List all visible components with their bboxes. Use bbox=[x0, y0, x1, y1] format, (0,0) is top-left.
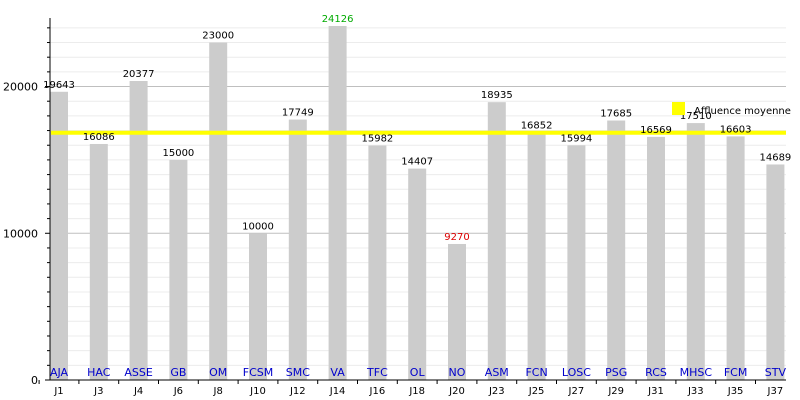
value-label: 17685 bbox=[600, 109, 632, 120]
round-label: J33 bbox=[687, 386, 704, 397]
round-label: J31 bbox=[647, 386, 664, 397]
round-label: J4 bbox=[133, 386, 143, 397]
bar-j18 bbox=[408, 168, 427, 380]
round-label: J3 bbox=[93, 386, 103, 397]
team-label: SMC bbox=[286, 366, 310, 379]
value-label: 10000 bbox=[242, 221, 274, 232]
bar-j37 bbox=[766, 164, 785, 380]
bar-j31 bbox=[647, 136, 665, 380]
bar-j1 bbox=[50, 91, 68, 381]
round-label: J27 bbox=[568, 386, 585, 397]
bar-j27 bbox=[567, 145, 586, 380]
team-label: FCM bbox=[724, 366, 748, 379]
team-label: STV bbox=[765, 366, 787, 379]
team-label: TFC bbox=[366, 366, 388, 379]
value-label: 15994 bbox=[560, 133, 592, 144]
bar-j6 bbox=[169, 159, 188, 380]
value-label: 17749 bbox=[282, 108, 314, 119]
round-label: J18 bbox=[408, 386, 425, 397]
value-label: 9270 bbox=[444, 232, 469, 243]
value-label: 16852 bbox=[521, 121, 553, 132]
round-label: J1 bbox=[53, 386, 63, 397]
team-label: OL bbox=[410, 366, 426, 379]
value-label: 17510 bbox=[680, 111, 712, 122]
legend-swatch bbox=[672, 102, 685, 115]
round-label: J29 bbox=[607, 386, 624, 397]
team-label: PSG bbox=[605, 366, 627, 379]
bar-j16 bbox=[368, 145, 387, 380]
team-label: VA bbox=[330, 366, 345, 379]
labels: 19643 AJA J1 16086 HAC J3 20377 ASSE J4 15000 GB J6… bbox=[43, 14, 791, 397]
team-label: FCSM bbox=[243, 366, 273, 379]
y-tick-label: 20000 bbox=[3, 81, 38, 94]
round-label: J35 bbox=[727, 386, 744, 397]
round-label: J37 bbox=[767, 386, 784, 397]
round-label: J6 bbox=[173, 386, 183, 397]
bar-j3 bbox=[89, 143, 108, 380]
team-label: FCN bbox=[525, 366, 547, 379]
axes: 0 10000 20000 bbox=[3, 18, 786, 387]
value-label: 16569 bbox=[640, 125, 672, 136]
bars bbox=[50, 26, 785, 381]
value-label: 14407 bbox=[401, 157, 433, 168]
round-label: J23 bbox=[488, 386, 505, 397]
team-label: OM bbox=[209, 366, 227, 379]
value-label: 23000 bbox=[202, 31, 234, 42]
legend: Affluence moyenne bbox=[672, 102, 791, 117]
value-label: 24126 bbox=[322, 14, 354, 25]
round-label: J10 bbox=[249, 386, 266, 397]
value-label: 20377 bbox=[123, 69, 155, 80]
round-label: J12 bbox=[289, 386, 306, 397]
value-label: 15000 bbox=[162, 148, 194, 159]
bar-j8 bbox=[209, 42, 228, 380]
bar-j23 bbox=[487, 102, 506, 381]
round-label: J25 bbox=[528, 386, 545, 397]
bar-j20 bbox=[448, 243, 466, 380]
team-label: RCS bbox=[645, 366, 667, 379]
team-label: GB bbox=[170, 366, 186, 379]
bar-j33 bbox=[686, 123, 705, 380]
y-tick-label: 0 bbox=[31, 374, 38, 387]
value-label: 18935 bbox=[481, 90, 513, 101]
value-label: 15982 bbox=[361, 133, 393, 144]
team-label: NO bbox=[449, 366, 466, 379]
value-label: 14689 bbox=[759, 152, 791, 163]
team-label: MHSC bbox=[680, 366, 713, 379]
bar-j35 bbox=[726, 136, 745, 380]
team-label: ASSE bbox=[124, 366, 152, 379]
round-label: J8 bbox=[213, 386, 223, 397]
legend-label: Affluence moyenne bbox=[694, 106, 791, 117]
bar-j10 bbox=[249, 233, 267, 380]
bar-j14 bbox=[328, 26, 347, 380]
round-label: J14 bbox=[329, 386, 346, 397]
team-label: ASM bbox=[485, 366, 509, 379]
team-label: LOSC bbox=[562, 366, 591, 379]
round-label: J16 bbox=[369, 386, 386, 397]
bar-j4 bbox=[129, 81, 148, 381]
value-label: 16086 bbox=[83, 132, 115, 143]
bar-j25 bbox=[527, 132, 546, 380]
round-label: J20 bbox=[448, 386, 465, 397]
bar-j12 bbox=[288, 119, 307, 380]
value-label: 19643 bbox=[43, 80, 75, 91]
team-label: AJA bbox=[50, 366, 69, 379]
bar-j29 bbox=[607, 120, 626, 381]
y-tick-label: 10000 bbox=[3, 227, 38, 240]
value-label: 16603 bbox=[720, 124, 752, 135]
team-label: HAC bbox=[87, 366, 111, 379]
